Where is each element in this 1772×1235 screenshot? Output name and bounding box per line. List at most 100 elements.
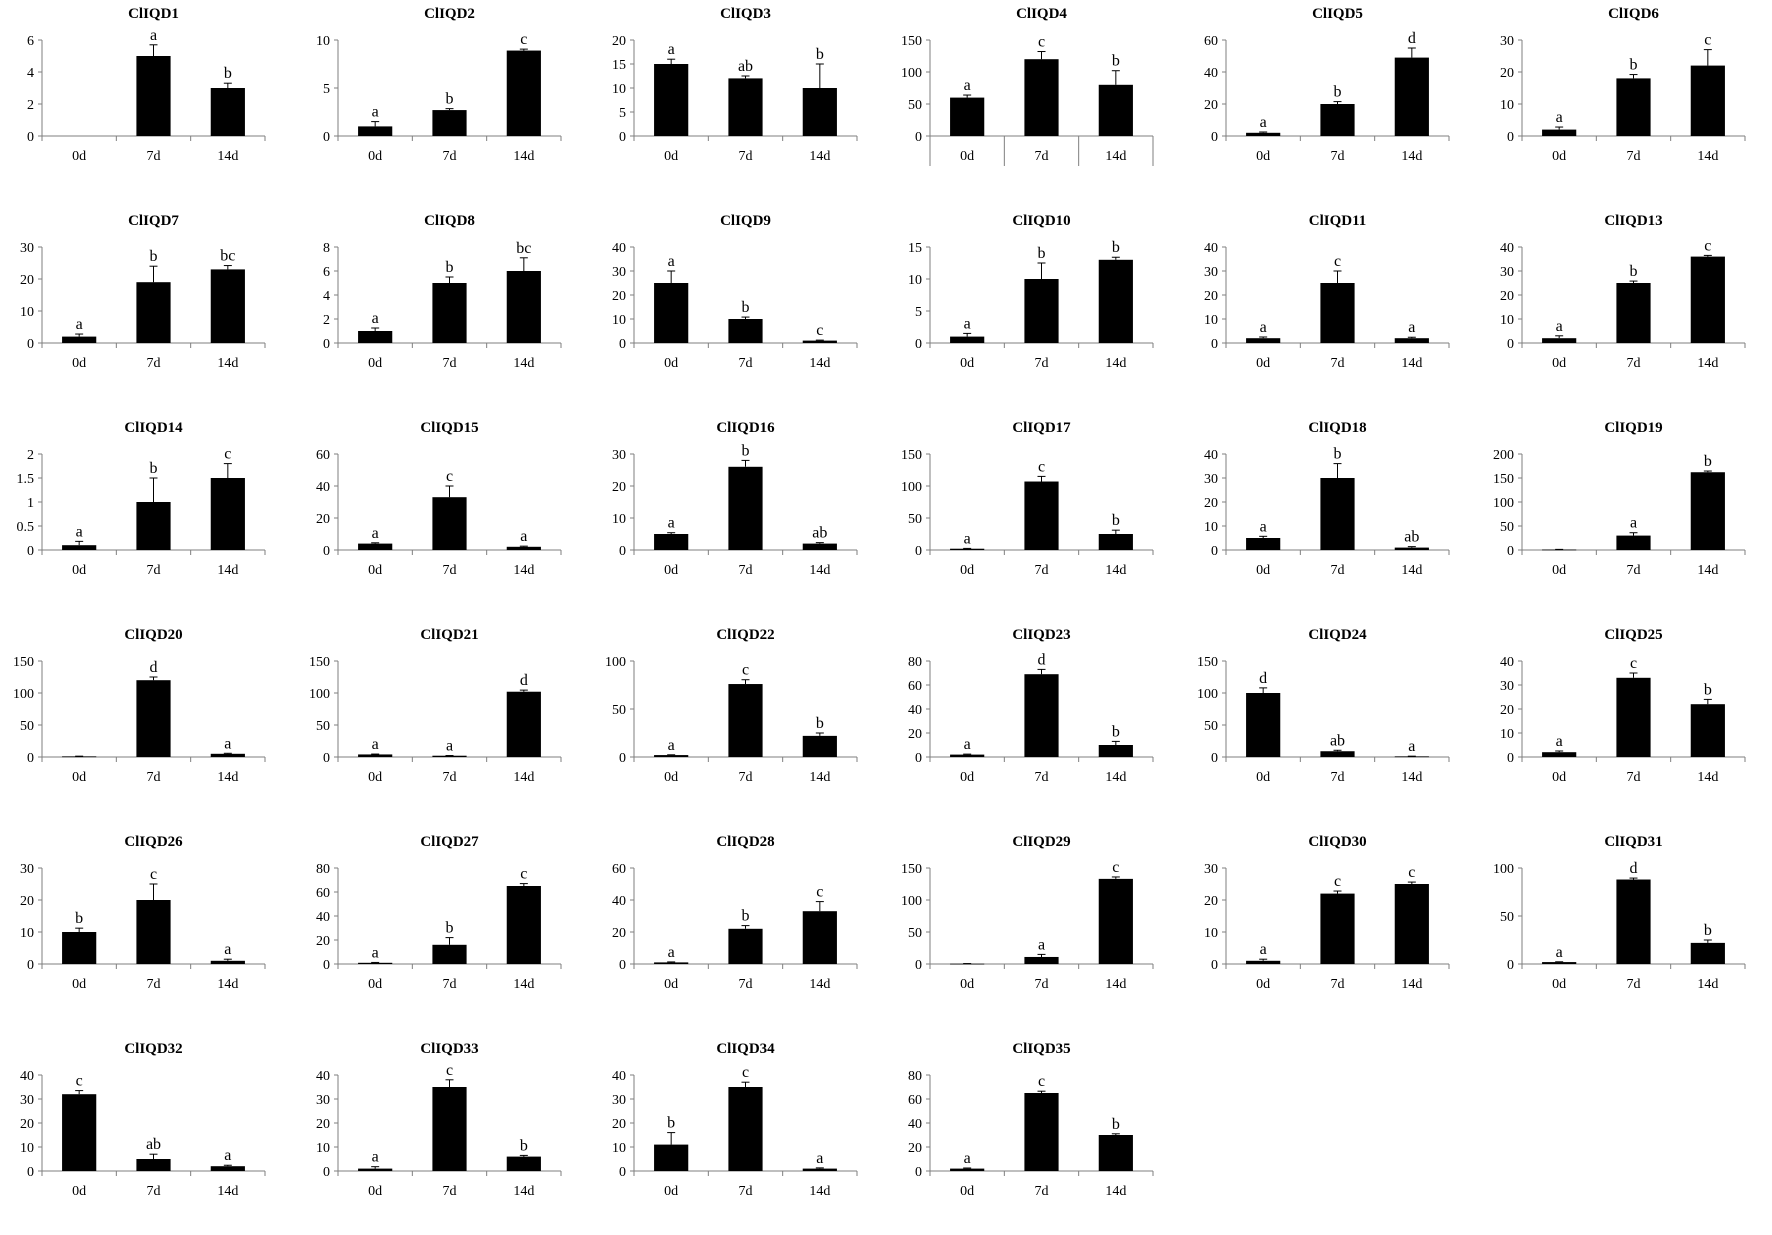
x-tick-label: 14d: [217, 356, 238, 371]
y-tick-label: 8: [323, 241, 330, 256]
significance-label: b: [1112, 239, 1120, 256]
chart-title: ClIQD14: [124, 420, 183, 436]
y-tick-label: 0: [915, 958, 922, 973]
y-tick-label: 50: [316, 719, 330, 734]
chart-svg: ClIQD27 0 20 40 60 80 a 0d b 7d c 14d: [316, 834, 562, 992]
x-tick-label: 7d: [739, 356, 753, 371]
bar: [1024, 674, 1059, 757]
y-tick-label: 30: [612, 1093, 626, 1108]
x-tick-label: 14d: [1105, 1184, 1126, 1199]
significance-label: c: [1704, 237, 1711, 254]
bar: [1690, 256, 1725, 343]
x-tick-label: 14d: [809, 1184, 830, 1199]
bar: [358, 1168, 393, 1171]
chart-panel: ClIQD15 0 20 40 60 a 0d c 7d a 14d: [296, 414, 591, 614]
y-tick-label: 20: [1500, 703, 1514, 718]
y-tick-label: 50: [1500, 520, 1514, 535]
y-tick-label: 50: [1500, 910, 1514, 925]
bar: [1690, 942, 1725, 964]
chart-title: ClIQD21: [420, 627, 478, 643]
x-tick-label: 0d: [1552, 563, 1566, 578]
x-tick-label: 14d: [1697, 356, 1718, 371]
bar: [210, 753, 245, 757]
significance-label: c: [520, 31, 527, 48]
bar: [950, 336, 985, 343]
y-tick-label: 10: [612, 82, 626, 97]
chart-svg: ClIQD8 0 2 4 6 8 a 0d b 7d bc 14d: [323, 213, 562, 371]
x-tick-label: 7d: [1331, 977, 1345, 992]
y-tick-label: 40: [612, 894, 626, 909]
y-tick-label: 20: [612, 1117, 626, 1132]
y-tick-label: 50: [612, 703, 626, 718]
bar: [506, 886, 541, 964]
y-tick-label: 0: [1507, 544, 1514, 559]
significance-label: a: [1408, 319, 1415, 336]
y-tick-label: 10: [20, 926, 34, 941]
chart-title: ClIQD33: [420, 1041, 478, 1057]
bar: [1320, 283, 1355, 343]
y-tick-label: 100: [605, 655, 626, 670]
x-tick-label: 7d: [1627, 977, 1641, 992]
y-tick-label: 100: [901, 894, 922, 909]
x-tick-label: 14d: [1401, 770, 1422, 785]
chart-panel: ClIQD30 0 10 20 30 a 0d c 7d c 14d: [1184, 828, 1479, 1028]
significance-label: a: [224, 735, 231, 752]
bar: [1024, 481, 1059, 550]
significance-label: b: [1704, 681, 1712, 698]
significance-label: b: [742, 908, 750, 925]
x-tick-label: 0d: [1552, 149, 1566, 164]
y-tick-label: 20: [612, 289, 626, 304]
significance-label: c: [1038, 34, 1045, 51]
y-tick-label: 4: [323, 289, 330, 304]
bar: [210, 88, 245, 136]
chart-title: ClIQD29: [1012, 834, 1070, 850]
significance-label: a: [964, 77, 971, 94]
chart-svg: ClIQD34 0 10 20 30 40 b 0d c 7d a 14d: [612, 1041, 858, 1199]
y-tick-label: 5: [619, 106, 626, 121]
chart-svg: ClIQD17 0 50 100 150 a 0d c 7d b 14d: [901, 420, 1154, 578]
chart-panel: ClIQD1 0 2 4 6 0d a 7d b 14d: [0, 0, 295, 200]
significance-label: c: [742, 662, 749, 679]
bar: [950, 754, 985, 757]
y-tick-label: 150: [901, 34, 922, 49]
chart-svg: ClIQD22 0 50 100 a 0d c 7d b 14d: [605, 627, 858, 785]
bar: [1098, 878, 1133, 964]
significance-label: ab: [812, 525, 827, 542]
chart-title: ClIQD22: [716, 627, 774, 643]
x-tick-label: 7d: [739, 149, 753, 164]
bar: [506, 546, 541, 550]
x-tick-label: 7d: [1627, 149, 1641, 164]
significance-label: a: [150, 27, 157, 44]
x-tick-label: 7d: [147, 770, 161, 785]
y-tick-label: 15: [612, 58, 626, 73]
significance-label: b: [667, 1115, 675, 1132]
bar: [1616, 78, 1651, 136]
y-tick-label: 5: [323, 82, 330, 97]
y-tick-label: 10: [1204, 926, 1218, 941]
x-tick-label: 0d: [72, 977, 86, 992]
x-tick-label: 7d: [1331, 149, 1345, 164]
significance-label: ab: [1330, 732, 1345, 749]
x-tick-label: 0d: [72, 770, 86, 785]
y-tick-label: 0: [619, 1165, 626, 1180]
chart-panel: ClIQD23 0 20 40 60 80 a 0d d 7d b 14d: [888, 621, 1183, 821]
y-tick-label: 20: [1500, 66, 1514, 81]
x-tick-label: 0d: [1552, 356, 1566, 371]
significance-label: b: [446, 259, 454, 276]
bar: [1542, 338, 1577, 343]
chart-svg: ClIQD24 0 50 100 150 d 0d ab 7d a 14d: [1197, 627, 1450, 785]
x-tick-label: 0d: [664, 149, 678, 164]
y-tick-label: 30: [316, 1093, 330, 1108]
y-tick-label: 20: [612, 34, 626, 49]
y-tick-label: 0: [323, 751, 330, 766]
y-tick-label: 150: [901, 862, 922, 877]
significance-label: a: [446, 738, 453, 755]
bar: [1098, 1135, 1133, 1171]
chart-svg: ClIQD23 0 20 40 60 80 a 0d d 7d b 14d: [908, 627, 1154, 785]
significance-label: d: [150, 659, 158, 676]
chart-title: ClIQD16: [716, 420, 775, 436]
bar: [1098, 259, 1133, 343]
y-tick-label: 20: [316, 934, 330, 949]
x-tick-label: 0d: [960, 770, 974, 785]
significance-label: a: [372, 310, 379, 327]
